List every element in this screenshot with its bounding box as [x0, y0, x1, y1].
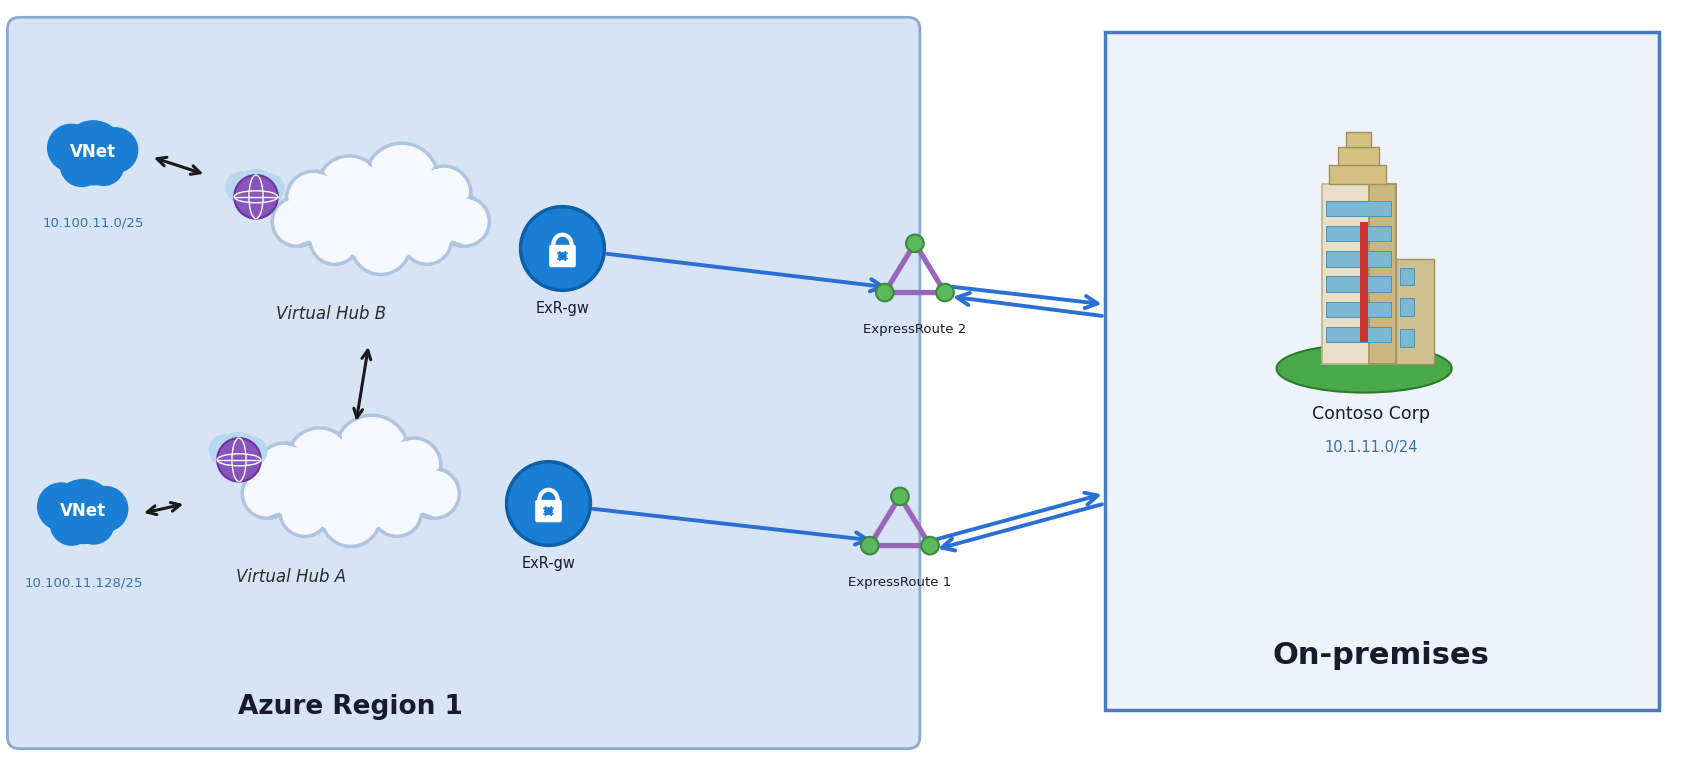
FancyBboxPatch shape — [1359, 221, 1368, 342]
FancyBboxPatch shape — [1329, 165, 1385, 185]
Circle shape — [81, 486, 129, 532]
Circle shape — [288, 428, 352, 492]
Circle shape — [59, 143, 103, 187]
FancyBboxPatch shape — [1322, 185, 1397, 364]
Circle shape — [242, 469, 291, 519]
Circle shape — [83, 145, 125, 186]
Circle shape — [416, 166, 471, 220]
Circle shape — [306, 447, 394, 535]
Circle shape — [372, 487, 422, 536]
Circle shape — [286, 171, 340, 225]
Text: ExpressRoute 1: ExpressRoute 1 — [848, 576, 951, 589]
FancyBboxPatch shape — [1326, 201, 1392, 216]
Text: Contoso Corp: Contoso Corp — [1312, 405, 1431, 423]
Circle shape — [891, 488, 909, 506]
Circle shape — [61, 120, 125, 184]
Circle shape — [264, 451, 334, 520]
Circle shape — [254, 173, 284, 204]
Circle shape — [91, 127, 139, 173]
FancyBboxPatch shape — [1339, 147, 1378, 165]
Text: Virtual Hub B: Virtual Hub B — [276, 305, 386, 323]
Text: 10.1.11.0/24: 10.1.11.0/24 — [1324, 440, 1419, 455]
Circle shape — [234, 169, 278, 212]
Text: Virtual Hub A: Virtual Hub A — [235, 568, 345, 586]
Text: 10.100.11.128/25: 10.100.11.128/25 — [24, 577, 142, 590]
FancyBboxPatch shape — [1400, 267, 1414, 285]
Circle shape — [218, 450, 247, 478]
Circle shape — [232, 450, 259, 477]
Circle shape — [335, 415, 408, 489]
Circle shape — [273, 197, 322, 246]
Circle shape — [73, 503, 115, 545]
Circle shape — [217, 438, 261, 482]
Circle shape — [295, 179, 362, 248]
Circle shape — [208, 434, 240, 466]
Circle shape — [257, 444, 312, 497]
Text: ExR-gw: ExR-gw — [535, 301, 589, 316]
Circle shape — [234, 175, 278, 218]
Circle shape — [56, 489, 112, 544]
Circle shape — [66, 130, 120, 185]
Text: On-premises: On-premises — [1273, 640, 1490, 669]
Circle shape — [337, 175, 425, 264]
Circle shape — [317, 156, 381, 220]
Text: 10.100.11.0/25: 10.100.11.0/25 — [42, 216, 144, 229]
FancyBboxPatch shape — [549, 245, 576, 267]
FancyBboxPatch shape — [1400, 329, 1414, 346]
Circle shape — [398, 179, 467, 248]
Circle shape — [49, 502, 93, 546]
Text: VNet: VNet — [69, 143, 117, 161]
Circle shape — [906, 234, 924, 252]
Text: ExR-gw: ExR-gw — [521, 556, 576, 571]
Circle shape — [862, 537, 879, 555]
Circle shape — [37, 483, 86, 531]
Circle shape — [310, 215, 359, 264]
FancyBboxPatch shape — [1326, 277, 1392, 292]
FancyBboxPatch shape — [1326, 302, 1392, 317]
Circle shape — [386, 438, 440, 493]
Circle shape — [364, 143, 438, 217]
Circle shape — [506, 462, 591, 545]
Circle shape — [237, 437, 267, 466]
Circle shape — [440, 197, 489, 246]
FancyBboxPatch shape — [1326, 251, 1392, 267]
Circle shape — [47, 123, 95, 172]
Circle shape — [217, 432, 261, 476]
FancyBboxPatch shape — [1397, 259, 1434, 364]
FancyBboxPatch shape — [1326, 327, 1392, 342]
FancyBboxPatch shape — [1104, 32, 1659, 710]
Text: ExpressRoute 2: ExpressRoute 2 — [863, 323, 967, 336]
Circle shape — [225, 172, 257, 203]
Circle shape — [249, 188, 276, 214]
Circle shape — [369, 451, 438, 520]
Circle shape — [936, 283, 953, 301]
Circle shape — [403, 215, 452, 264]
Text: Azure Region 1: Azure Region 1 — [239, 694, 464, 720]
FancyBboxPatch shape — [1346, 132, 1371, 147]
Circle shape — [410, 469, 459, 519]
Polygon shape — [1370, 185, 1397, 364]
FancyBboxPatch shape — [1326, 226, 1392, 241]
Circle shape — [279, 487, 330, 536]
FancyBboxPatch shape — [7, 18, 919, 748]
Ellipse shape — [1277, 345, 1453, 392]
FancyBboxPatch shape — [535, 500, 562, 522]
Circle shape — [921, 537, 940, 555]
Circle shape — [520, 207, 604, 290]
Circle shape — [322, 487, 381, 546]
Circle shape — [350, 215, 410, 274]
Circle shape — [875, 283, 894, 301]
FancyBboxPatch shape — [1400, 298, 1414, 316]
Text: VNet: VNet — [61, 502, 107, 519]
Circle shape — [235, 187, 264, 215]
Circle shape — [51, 479, 115, 542]
